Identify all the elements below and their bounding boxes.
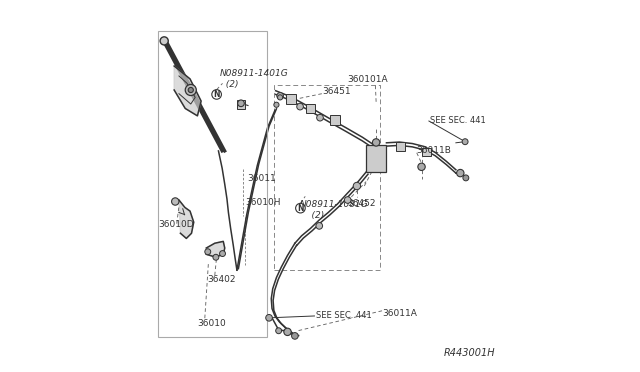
Circle shape <box>172 198 179 205</box>
Circle shape <box>213 254 219 260</box>
Polygon shape <box>174 66 201 116</box>
Circle shape <box>292 333 298 339</box>
Circle shape <box>274 102 279 108</box>
Text: 36010D: 36010D <box>158 220 194 229</box>
Circle shape <box>344 197 351 203</box>
Bar <box>237 100 244 109</box>
Bar <box>330 115 340 125</box>
Bar <box>366 145 387 172</box>
Circle shape <box>205 249 211 255</box>
Circle shape <box>276 328 282 334</box>
Text: 360101A: 360101A <box>347 75 388 84</box>
Circle shape <box>266 314 273 321</box>
Circle shape <box>456 169 464 177</box>
Bar <box>287 94 296 104</box>
Text: N08911-1081G
    (2): N08911-1081G (2) <box>300 200 369 220</box>
Circle shape <box>462 139 468 145</box>
Circle shape <box>237 100 244 107</box>
Bar <box>422 148 431 157</box>
Circle shape <box>297 103 303 110</box>
Bar <box>158 31 268 337</box>
Text: 36451: 36451 <box>322 87 351 96</box>
Circle shape <box>317 114 323 121</box>
Text: N: N <box>297 203 304 213</box>
Text: R443001H: R443001H <box>444 348 495 358</box>
Circle shape <box>185 84 196 96</box>
Circle shape <box>188 87 193 93</box>
Circle shape <box>284 328 291 336</box>
Text: N: N <box>213 90 220 99</box>
Text: 36011A: 36011A <box>382 309 417 318</box>
Text: 36402: 36402 <box>207 275 236 283</box>
Text: 36011B: 36011B <box>417 147 452 155</box>
Polygon shape <box>179 200 194 238</box>
Circle shape <box>463 175 468 181</box>
Circle shape <box>353 182 360 190</box>
Text: 36452: 36452 <box>347 199 376 208</box>
Text: SEE SEC. 441: SEE SEC. 441 <box>430 116 486 125</box>
Circle shape <box>316 222 323 229</box>
Circle shape <box>278 95 283 100</box>
Circle shape <box>277 93 284 99</box>
Circle shape <box>212 90 221 99</box>
Circle shape <box>160 37 168 45</box>
Text: 36010: 36010 <box>197 319 226 328</box>
Text: 36011: 36011 <box>247 174 276 183</box>
Bar <box>396 142 405 151</box>
Bar <box>306 104 316 113</box>
Circle shape <box>372 139 380 146</box>
Text: N08911-1401G
  (2): N08911-1401G (2) <box>220 69 289 89</box>
Circle shape <box>418 163 425 170</box>
Circle shape <box>296 203 305 213</box>
Polygon shape <box>206 241 225 257</box>
Text: 36010H: 36010H <box>245 198 280 207</box>
Text: SEE SEC. 441: SEE SEC. 441 <box>316 311 371 320</box>
Circle shape <box>220 251 225 257</box>
